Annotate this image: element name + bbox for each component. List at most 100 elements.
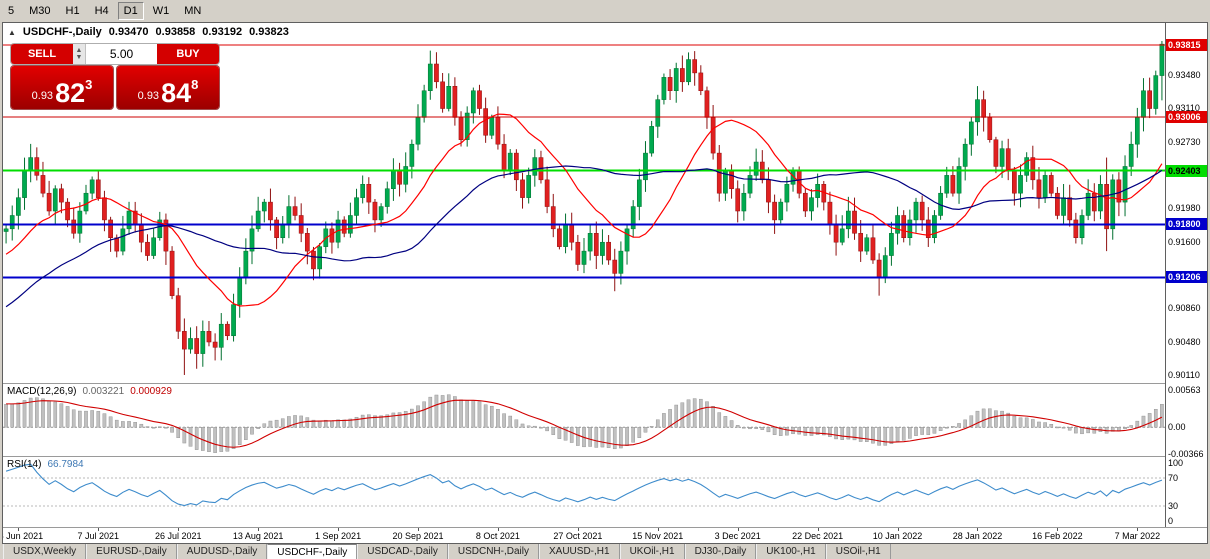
macd-label: MACD(12,26,9) 0.003221 0.000929 bbox=[7, 386, 172, 397]
date-label: 27 Oct 2021 bbox=[553, 531, 603, 541]
one-click-expand-icon[interactable]: ▲ bbox=[8, 27, 16, 37]
date-label: 3 Dec 2021 bbox=[714, 531, 761, 541]
chart-tab[interactable]: USDCAD-,Daily bbox=[357, 544, 448, 559]
main-chart-plot[interactable] bbox=[3, 23, 1165, 383]
price-tick-label: 0.91600 bbox=[1166, 236, 1207, 249]
macd-panel: MACD(12,26,9) 0.003221 0.000929 bbox=[3, 384, 1207, 456]
date-tick bbox=[897, 528, 899, 531]
date-label: 15 Nov 2021 bbox=[632, 531, 684, 541]
bid-price-box[interactable]: 0.93 82 3 bbox=[11, 66, 113, 109]
rsi-value: 66.7984 bbox=[47, 459, 84, 470]
chart-tab[interactable]: USDX,Weekly bbox=[3, 544, 87, 559]
ask-price-box[interactable]: 0.93 84 8 bbox=[117, 66, 219, 109]
price-tick-label: 0.90860 bbox=[1166, 302, 1207, 315]
rsi-plot[interactable] bbox=[3, 457, 1165, 527]
rsi-label: RSI(14) 66.7984 bbox=[7, 459, 84, 470]
chart-tab[interactable]: UKOil-,H1 bbox=[619, 544, 685, 559]
date-tick bbox=[737, 528, 739, 531]
date-tick bbox=[497, 528, 499, 531]
date-label: 1 Sep 2021 bbox=[315, 531, 362, 541]
chart-title: ▲ USDCHF-,Daily 0.93470 0.93858 0.93192 … bbox=[8, 26, 289, 38]
timeframe-button-mn[interactable]: MN bbox=[178, 2, 208, 20]
ask-prefix: 0.93 bbox=[137, 90, 160, 102]
date-tick bbox=[577, 528, 579, 531]
macd-plot[interactable] bbox=[3, 384, 1165, 456]
timeframe-button-h4[interactable]: H4 bbox=[88, 2, 115, 20]
chart-tab[interactable]: USDCNH-,Daily bbox=[447, 544, 539, 559]
date-tick bbox=[817, 528, 819, 531]
chart-tab[interactable]: XAUUSD-,H1 bbox=[538, 544, 620, 559]
lot-size-field[interactable]: ▲ ▼ 5.00 bbox=[73, 44, 157, 64]
bid-prefix: 0.93 bbox=[31, 90, 54, 102]
timeframe-button-5[interactable]: 5 bbox=[2, 2, 21, 20]
date-label: 10 Jan 2022 bbox=[872, 531, 923, 541]
timeframe-button-d1[interactable]: D1 bbox=[117, 2, 144, 20]
price-axis[interactable]: 0.93480 0.93110 0.92730 0.91980 0.91600 0.908… bbox=[1165, 23, 1207, 527]
date-label: 28 Jan 2022 bbox=[952, 531, 1003, 541]
panel-divider bbox=[3, 527, 1207, 528]
rsi-name: RSI(14) bbox=[7, 459, 42, 470]
date-label: 20 Sep 2021 bbox=[392, 531, 444, 541]
price-line-badge: 0.93006 bbox=[1166, 110, 1207, 123]
ask-big-digits: 84 bbox=[161, 78, 192, 108]
timeframe-button-h1[interactable]: H1 bbox=[59, 2, 86, 20]
date-label: 16 Feb 2022 bbox=[1032, 531, 1083, 541]
chart-tab[interactable]: USOil-,H1 bbox=[825, 544, 891, 559]
date-label: 13 Aug 2021 bbox=[232, 531, 284, 541]
date-tick bbox=[418, 528, 419, 531]
price-tick-label: 0.92730 bbox=[1166, 135, 1207, 148]
chart-tab[interactable]: UK100-,H1 bbox=[756, 544, 826, 559]
one-click-trading-widget: SELL ▲ ▼ 5.00 BUY 0.93 82 3 0.93 8 bbox=[11, 44, 219, 109]
price-line-badge: 0.91800 bbox=[1166, 218, 1207, 231]
sell-button[interactable]: SELL bbox=[11, 44, 73, 64]
ohlc-close: 0.93823 bbox=[249, 26, 289, 38]
lot-spinner-icon[interactable]: ▲ ▼ bbox=[73, 44, 86, 64]
date-tick bbox=[338, 528, 340, 531]
panel-divider[interactable] bbox=[3, 383, 1207, 384]
main-chart-panel: ▲ USDCHF-,Daily 0.93470 0.93858 0.93192 … bbox=[3, 23, 1207, 383]
bid-big-digits: 82 bbox=[55, 78, 86, 108]
price-tick-label: 0.00 bbox=[1166, 421, 1207, 434]
price-tick-label: 0.90110 bbox=[1166, 368, 1207, 381]
date-axis[interactable]: 18 Jun 2021 7 Jul 2021 26 Jul 2021 13 Aug 2… bbox=[3, 528, 1207, 543]
price-tick-label: 0 bbox=[1166, 515, 1207, 527]
buy-button[interactable]: BUY bbox=[157, 44, 219, 64]
price-tick-label: 0.90480 bbox=[1166, 336, 1207, 348]
date-label: 7 Jul 2021 bbox=[77, 531, 120, 541]
chart-symbol: USDCHF-,Daily bbox=[22, 26, 102, 38]
price-line-badge: 0.91206 bbox=[1166, 271, 1207, 284]
date-label: 26 Jul 2021 bbox=[154, 531, 202, 541]
chart-tab[interactable]: USDCHF-,Daily bbox=[267, 544, 358, 559]
price-tick-label: 100 bbox=[1166, 457, 1207, 469]
chart-window: ▲ USDCHF-,Daily 0.93470 0.93858 0.93192 … bbox=[2, 22, 1208, 544]
chart-tab[interactable]: AUDUSD-,Daily bbox=[176, 544, 268, 559]
price-tick-label: 0.91980 bbox=[1166, 202, 1207, 215]
timeframe-button-m30[interactable]: M30 bbox=[23, 2, 57, 20]
date-tick bbox=[1057, 528, 1059, 531]
lot-size-value[interactable]: 5.00 bbox=[109, 47, 134, 61]
ohlc-low: 0.93192 bbox=[202, 26, 243, 38]
date-tick bbox=[18, 528, 20, 531]
date-tick bbox=[657, 528, 659, 531]
date-tick bbox=[178, 528, 180, 531]
price-line-badge: 0.93815 bbox=[1166, 38, 1207, 51]
date-tick bbox=[977, 528, 979, 531]
ohlc-high: 0.93858 bbox=[155, 26, 196, 38]
price-tick-label: -0.00366 bbox=[1166, 447, 1207, 460]
date-tick bbox=[258, 528, 260, 531]
timeframe-button-w1[interactable]: W1 bbox=[146, 2, 176, 20]
price-tick-label: 70 bbox=[1166, 472, 1207, 484]
chart-tab-bar: USDX,Weekly EURUSD-,Daily AUDUSD-,Daily USD… bbox=[0, 544, 1210, 559]
price-tick-label: 0.93110 bbox=[1166, 101, 1207, 114]
price-tick-label: 30 bbox=[1166, 500, 1207, 512]
timeframe-toolbar: 5 M30 H1 H4 D1 W1 MN bbox=[0, 0, 1210, 22]
macd-signal-value: 0.000929 bbox=[130, 386, 172, 397]
date-label: 18 Jun 2021 bbox=[3, 531, 44, 541]
price-tick-label: 0.93480 bbox=[1166, 68, 1207, 81]
chart-tab[interactable]: EURUSD-,Daily bbox=[86, 544, 177, 559]
price-line-badge: 0.92403 bbox=[1166, 164, 1207, 177]
date-label: 8 Oct 2021 bbox=[475, 531, 520, 541]
chart-tab[interactable]: DJ30-,Daily bbox=[684, 544, 757, 559]
panel-divider[interactable] bbox=[3, 456, 1207, 457]
